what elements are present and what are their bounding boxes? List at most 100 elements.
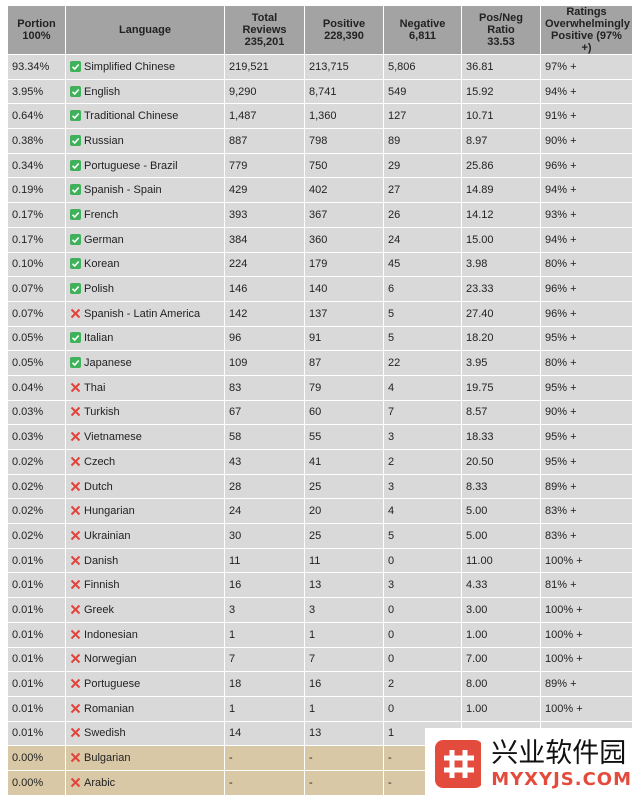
table-cell: 0.00% (7, 745, 66, 771)
table-cell: 67 (224, 399, 305, 426)
table-cell: Spanish - Latin America (65, 300, 225, 327)
table-cell: 3 (383, 572, 462, 599)
table-cell: 43 (224, 449, 305, 475)
table-cell: 41 (304, 449, 384, 475)
cross-icon (70, 580, 81, 590)
table-cell: 0.04% (7, 374, 66, 401)
table-row: 0.01% Greek 3 3 0 3.00 100% + (7, 597, 633, 623)
table-row: 0.02% Dutch 28 25 3 8.33 89% + (7, 473, 633, 500)
table-cell: Portuguese (65, 671, 225, 697)
table-cell: 28 (224, 473, 305, 500)
table-cell: 100% + (540, 646, 633, 673)
language-name: Vietnamese (84, 431, 142, 444)
table-cell: 0.07% (7, 300, 66, 327)
table-cell: 24 (224, 498, 305, 525)
table-cell: 15.92 (461, 78, 541, 105)
table-cell: 93.34% (7, 54, 66, 80)
table-cell: Vietnamese (65, 424, 225, 450)
header-cell: Pos/Neg Ratio 33.53 (461, 5, 541, 55)
table-cell: Arabic (65, 769, 225, 796)
language-table: Portion 100% Language Total Reviews 235,20… (7, 5, 633, 796)
header-cell: Ratings Overwhelmingly Positive (97% +) (540, 5, 633, 55)
table-cell: 7 (304, 646, 384, 673)
table-cell: 360 (304, 226, 384, 253)
cross-icon (70, 678, 81, 689)
table-cell: 8.57 (461, 399, 541, 426)
table-cell: 5 (383, 523, 462, 549)
table-cell: 1 (224, 621, 305, 648)
table-cell: 0.19% (7, 177, 66, 204)
table-cell: 95% + (540, 374, 633, 401)
table-cell: 14.12 (461, 202, 541, 228)
table-cell: 94% + (540, 226, 633, 253)
table-cell: 0.01% (7, 572, 66, 599)
table-cell: 1 (304, 621, 384, 648)
table-cell: 8.97 (461, 128, 541, 154)
table-cell: Portuguese - Brazil (65, 152, 225, 179)
table-row: 0.01% Danish 11 11 0 11.00 100% + (7, 547, 633, 574)
table-cell: 0.01% (7, 671, 66, 697)
table-cell: 27.40 (461, 300, 541, 327)
table-cell: 0 (383, 621, 462, 648)
table-cell: 93% + (540, 202, 633, 228)
table-cell: 25 (304, 473, 384, 500)
table-cell: Simplified Chinese (65, 54, 225, 80)
table-cell: 20.50 (461, 449, 541, 475)
cross-icon (70, 530, 81, 541)
header-cell: Language (65, 5, 225, 55)
table-cell: 10.71 (461, 103, 541, 130)
table-cell: 96% + (540, 300, 633, 327)
table-cell: 367 (304, 202, 384, 228)
table-cell: 429 (224, 177, 305, 204)
table-cell: 90% + (540, 399, 633, 426)
cross-icon (70, 604, 81, 615)
language-name: Turkish (84, 406, 120, 419)
table-cell: French (65, 202, 225, 228)
table-cell: 2 (383, 449, 462, 475)
table-cell: Dutch (65, 473, 225, 500)
table-cell: 16 (224, 572, 305, 599)
table-row: 93.34% Simplified Chinese 219,521 213,715 5,… (7, 54, 633, 80)
table-row: 0.64% Traditional Chinese 1,487 1,360 127 10.… (7, 103, 633, 130)
table-cell: 89% + (540, 473, 633, 500)
table-row: 0.07% Polish 146 140 6 23.33 96% + (7, 276, 633, 302)
table-cell: 0.38% (7, 128, 66, 154)
table-cell: Traditional Chinese (65, 103, 225, 130)
table-cell: 60 (304, 399, 384, 426)
table-cell: 89% + (540, 671, 633, 697)
table-row: 0.34% Portuguese - Brazil 779 750 29 25.86 96%… (7, 152, 633, 179)
table-cell: 23.33 (461, 276, 541, 302)
table-cell: 0.03% (7, 399, 66, 426)
table-cell: 179 (304, 251, 384, 278)
table-cell: Czech (65, 449, 225, 475)
table-cell: 887 (224, 128, 305, 154)
table-cell: 224 (224, 251, 305, 278)
table-cell: 3 (304, 597, 384, 623)
table-cell: Romanian (65, 695, 225, 722)
table-cell: 14 (224, 720, 305, 747)
table-cell: 8,741 (304, 78, 384, 105)
table-cell: 750 (304, 152, 384, 179)
check-icon (70, 110, 81, 122)
cross-icon (70, 456, 81, 467)
table-cell: 13 (304, 572, 384, 599)
table-cell: 0.01% (7, 720, 66, 747)
table-cell: 96 (224, 325, 305, 352)
table-cell: 0.02% (7, 473, 66, 500)
table-cell: 97% + (540, 54, 633, 80)
table-cell: - (304, 769, 384, 796)
table-cell: - (224, 769, 305, 796)
table-cell: 1 (304, 695, 384, 722)
header-row: Portion 100% Language Total Reviews 235,20… (7, 5, 633, 55)
table-cell: 1 (224, 695, 305, 722)
table-cell: 11.00 (461, 547, 541, 574)
table-cell: 0 (383, 597, 462, 623)
check-icon (70, 258, 81, 270)
table-cell: 100% + (540, 695, 633, 722)
table-row: 0.01% Romanian 1 1 0 1.00 100% + (7, 695, 633, 722)
language-name: Swedish (84, 727, 126, 740)
language-name: Bulgarian (84, 752, 131, 765)
table-cell: Spanish - Spain (65, 177, 225, 204)
table-cell: 219,521 (224, 54, 305, 80)
